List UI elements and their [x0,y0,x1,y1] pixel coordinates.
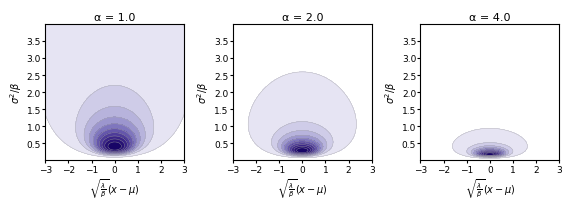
X-axis label: $\sqrt{\frac{\lambda}{\beta}}(x - \mu)$: $\sqrt{\frac{\lambda}{\beta}}(x - \mu)$ [464,177,515,200]
Y-axis label: $\sigma^2/\beta$: $\sigma^2/\beta$ [383,82,399,104]
X-axis label: $\sqrt{\frac{\lambda}{\beta}}(x - \mu)$: $\sqrt{\frac{\lambda}{\beta}}(x - \mu)$ [277,177,328,200]
Title: α = 1.0: α = 1.0 [94,13,136,23]
Y-axis label: $\sigma^2/\beta$: $\sigma^2/\beta$ [195,82,211,104]
X-axis label: $\sqrt{\frac{\lambda}{\beta}}(x - \mu)$: $\sqrt{\frac{\lambda}{\beta}}(x - \mu)$ [89,177,140,200]
Title: α = 4.0: α = 4.0 [469,13,511,23]
Y-axis label: $\sigma^2/\beta$: $\sigma^2/\beta$ [8,82,24,104]
Title: α = 2.0: α = 2.0 [281,13,323,23]
